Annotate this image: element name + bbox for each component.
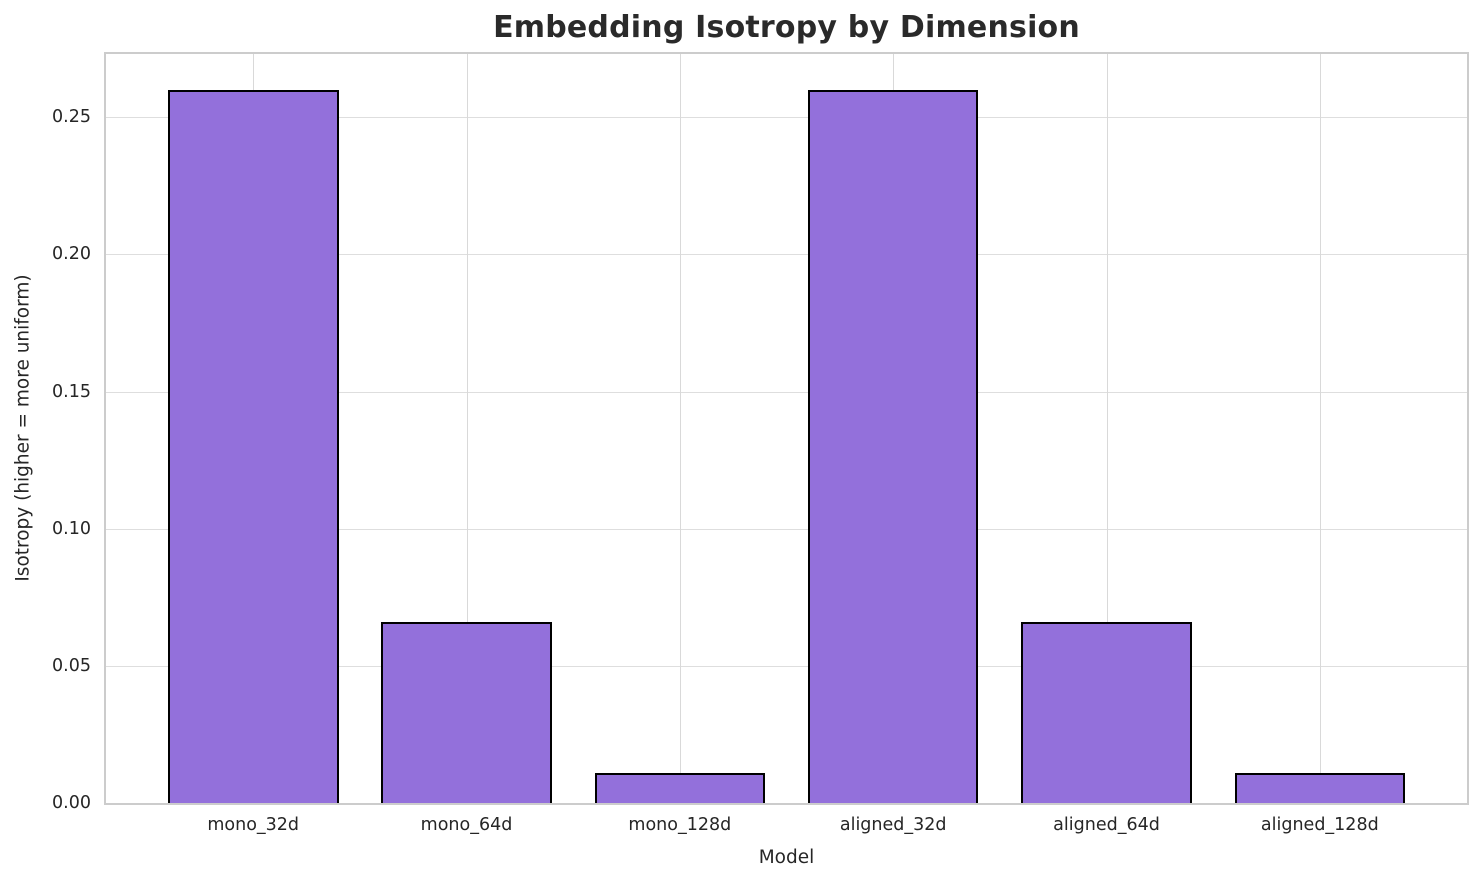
x-tick-label: aligned_128d [1260,815,1379,835]
gridline-vertical [1319,54,1321,803]
bar-mono_32d [167,89,339,803]
y-tick-label: 0.15 [52,381,91,402]
bar-aligned_32d [807,89,979,803]
y-tick-label: 0.00 [52,793,91,813]
y-axis-tick-labels: 0.00 0.05 0.10 0.15 0.20 0.25 [0,52,97,813]
bar-mono_128d [594,772,766,803]
gridline-horizontal [106,528,1467,530]
gridline-horizontal [106,117,1467,119]
bar-aligned_64d [1021,621,1192,803]
gridline-vertical [466,54,468,803]
y-tick-label: 0.20 [52,244,91,265]
gridline-horizontal [106,391,1467,393]
x-axis-tick-labels: mono_32d mono_64d mono_128d aligned_32d alig… [104,815,1469,841]
y-tick-label: 0.10 [52,518,91,539]
x-tick-label: aligned_32d [839,815,947,835]
gridline-horizontal [106,665,1467,667]
gridline-horizontal [106,254,1467,256]
x-tick-label: mono_128d [628,815,732,835]
gridline-vertical [1106,54,1108,803]
y-tick-label: 0.25 [52,107,91,128]
chart-title: Embedding Isotropy by Dimension [493,10,1080,45]
bar-mono_64d [381,621,552,803]
x-axis-label: Model [758,847,815,868]
y-axis-label: Isotropy (higher = more uniform) [12,274,34,582]
plot-area [104,52,1469,805]
x-tick-label: mono_64d [420,815,513,835]
bar-aligned_128d [1234,772,1406,803]
gridline-vertical [679,54,681,803]
x-tick-label: aligned_64d [1053,815,1160,835]
x-tick-label: mono_32d [207,815,300,835]
y-tick-label: 0.05 [52,655,91,676]
